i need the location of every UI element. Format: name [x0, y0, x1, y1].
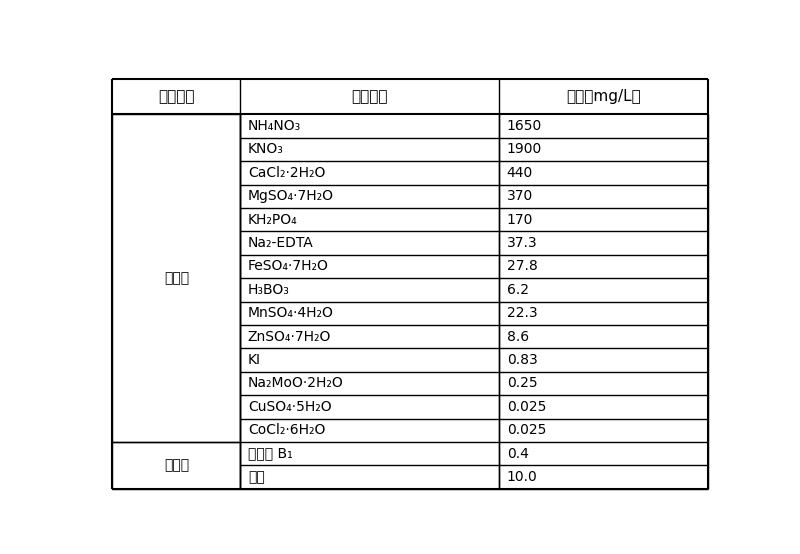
Text: 有机物: 有机物	[164, 458, 189, 473]
Text: 试剂类别: 试剂类别	[158, 89, 194, 104]
Text: MgSO₄·7H₂O: MgSO₄·7H₂O	[248, 189, 334, 203]
Text: 0.025: 0.025	[506, 400, 546, 414]
Text: 浓度（mg/L）: 浓度（mg/L）	[566, 89, 641, 104]
Text: 1900: 1900	[506, 142, 542, 156]
Text: MnSO₄·4H₂O: MnSO₄·4H₂O	[248, 306, 334, 320]
Text: 1650: 1650	[506, 119, 542, 133]
Text: 440: 440	[506, 166, 533, 180]
Text: CaCl₂·2H₂O: CaCl₂·2H₂O	[248, 166, 325, 180]
Text: CoCl₂·6H₂O: CoCl₂·6H₂O	[248, 423, 325, 437]
Text: KI: KI	[248, 353, 261, 367]
Text: CuSO₄·5H₂O: CuSO₄·5H₂O	[248, 400, 331, 414]
Text: 10.0: 10.0	[506, 470, 538, 484]
Text: 0.83: 0.83	[506, 353, 538, 367]
Text: 27.8: 27.8	[506, 259, 538, 274]
Text: 0.4: 0.4	[506, 447, 529, 461]
Text: Na₂-EDTA: Na₂-EDTA	[248, 236, 314, 250]
Text: 肌醇: 肌醇	[248, 470, 265, 484]
Text: 37.3: 37.3	[506, 236, 538, 250]
Text: 维生素 B₁: 维生素 B₁	[248, 447, 293, 461]
Text: KNO₃: KNO₃	[248, 142, 284, 156]
Text: KH₂PO₄: KH₂PO₄	[248, 213, 298, 227]
Text: 化学试剂: 化学试剂	[351, 89, 388, 104]
Text: 6.2: 6.2	[506, 283, 529, 297]
Text: 170: 170	[506, 213, 533, 227]
Text: Na₂MoO·2H₂O: Na₂MoO·2H₂O	[248, 377, 343, 391]
Text: FeSO₄·7H₂O: FeSO₄·7H₂O	[248, 259, 329, 274]
Text: 370: 370	[506, 189, 533, 203]
Text: 8.6: 8.6	[506, 330, 529, 343]
Text: ZnSO₄·7H₂O: ZnSO₄·7H₂O	[248, 330, 331, 343]
Text: 0.25: 0.25	[506, 377, 538, 391]
Text: 0.025: 0.025	[506, 423, 546, 437]
Text: NH₄NO₃: NH₄NO₃	[248, 119, 301, 133]
Text: 22.3: 22.3	[506, 306, 538, 320]
Text: H₃BO₃: H₃BO₃	[248, 283, 290, 297]
Text: 无机盐: 无机盐	[164, 271, 189, 285]
